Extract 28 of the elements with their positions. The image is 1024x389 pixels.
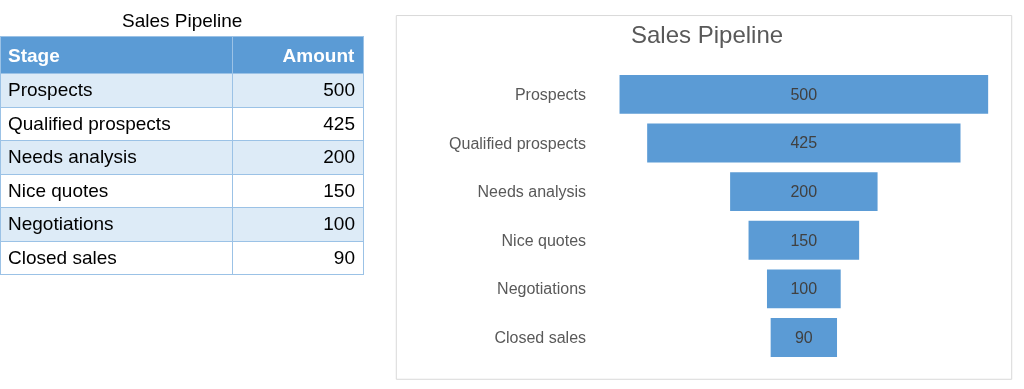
category-label: Nice quotes — [8, 179, 109, 201]
text: Stage — [8, 44, 60, 66]
category-label: Prospects — [8, 79, 93, 101]
data-label: 100 — [323, 213, 355, 235]
data-label: 90 — [333, 246, 355, 268]
data-label: 500 — [323, 79, 355, 101]
category-label: Needs analysis — [8, 146, 137, 168]
data-label: 100 — [790, 280, 818, 298]
category-label: Negotiations — [8, 213, 114, 235]
category-label: Nice quotes — [501, 231, 587, 249]
data-label: 500 — [790, 85, 818, 103]
data-label: 200 — [790, 183, 818, 201]
category-label: Negotiations — [497, 280, 587, 298]
text: Sales Pipeline — [122, 10, 243, 31]
text: Amount — [282, 44, 355, 66]
data-label: 425 — [323, 112, 355, 134]
data-label: 150 — [790, 231, 818, 249]
category-label: Qualified prospects — [8, 112, 171, 134]
category-label: Prospects — [514, 85, 587, 103]
category-label: Closed sales — [8, 246, 117, 268]
data-label: 150 — [323, 179, 355, 201]
category-label: Needs analysis — [477, 183, 587, 201]
category-label: Qualified prospects — [449, 134, 587, 152]
data-label: 200 — [323, 146, 355, 168]
data-label: 90 — [794, 328, 813, 346]
category-label: Closed sales — [494, 329, 587, 347]
text: Sales Pipeline — [631, 21, 784, 48]
data-label: 425 — [790, 134, 818, 152]
